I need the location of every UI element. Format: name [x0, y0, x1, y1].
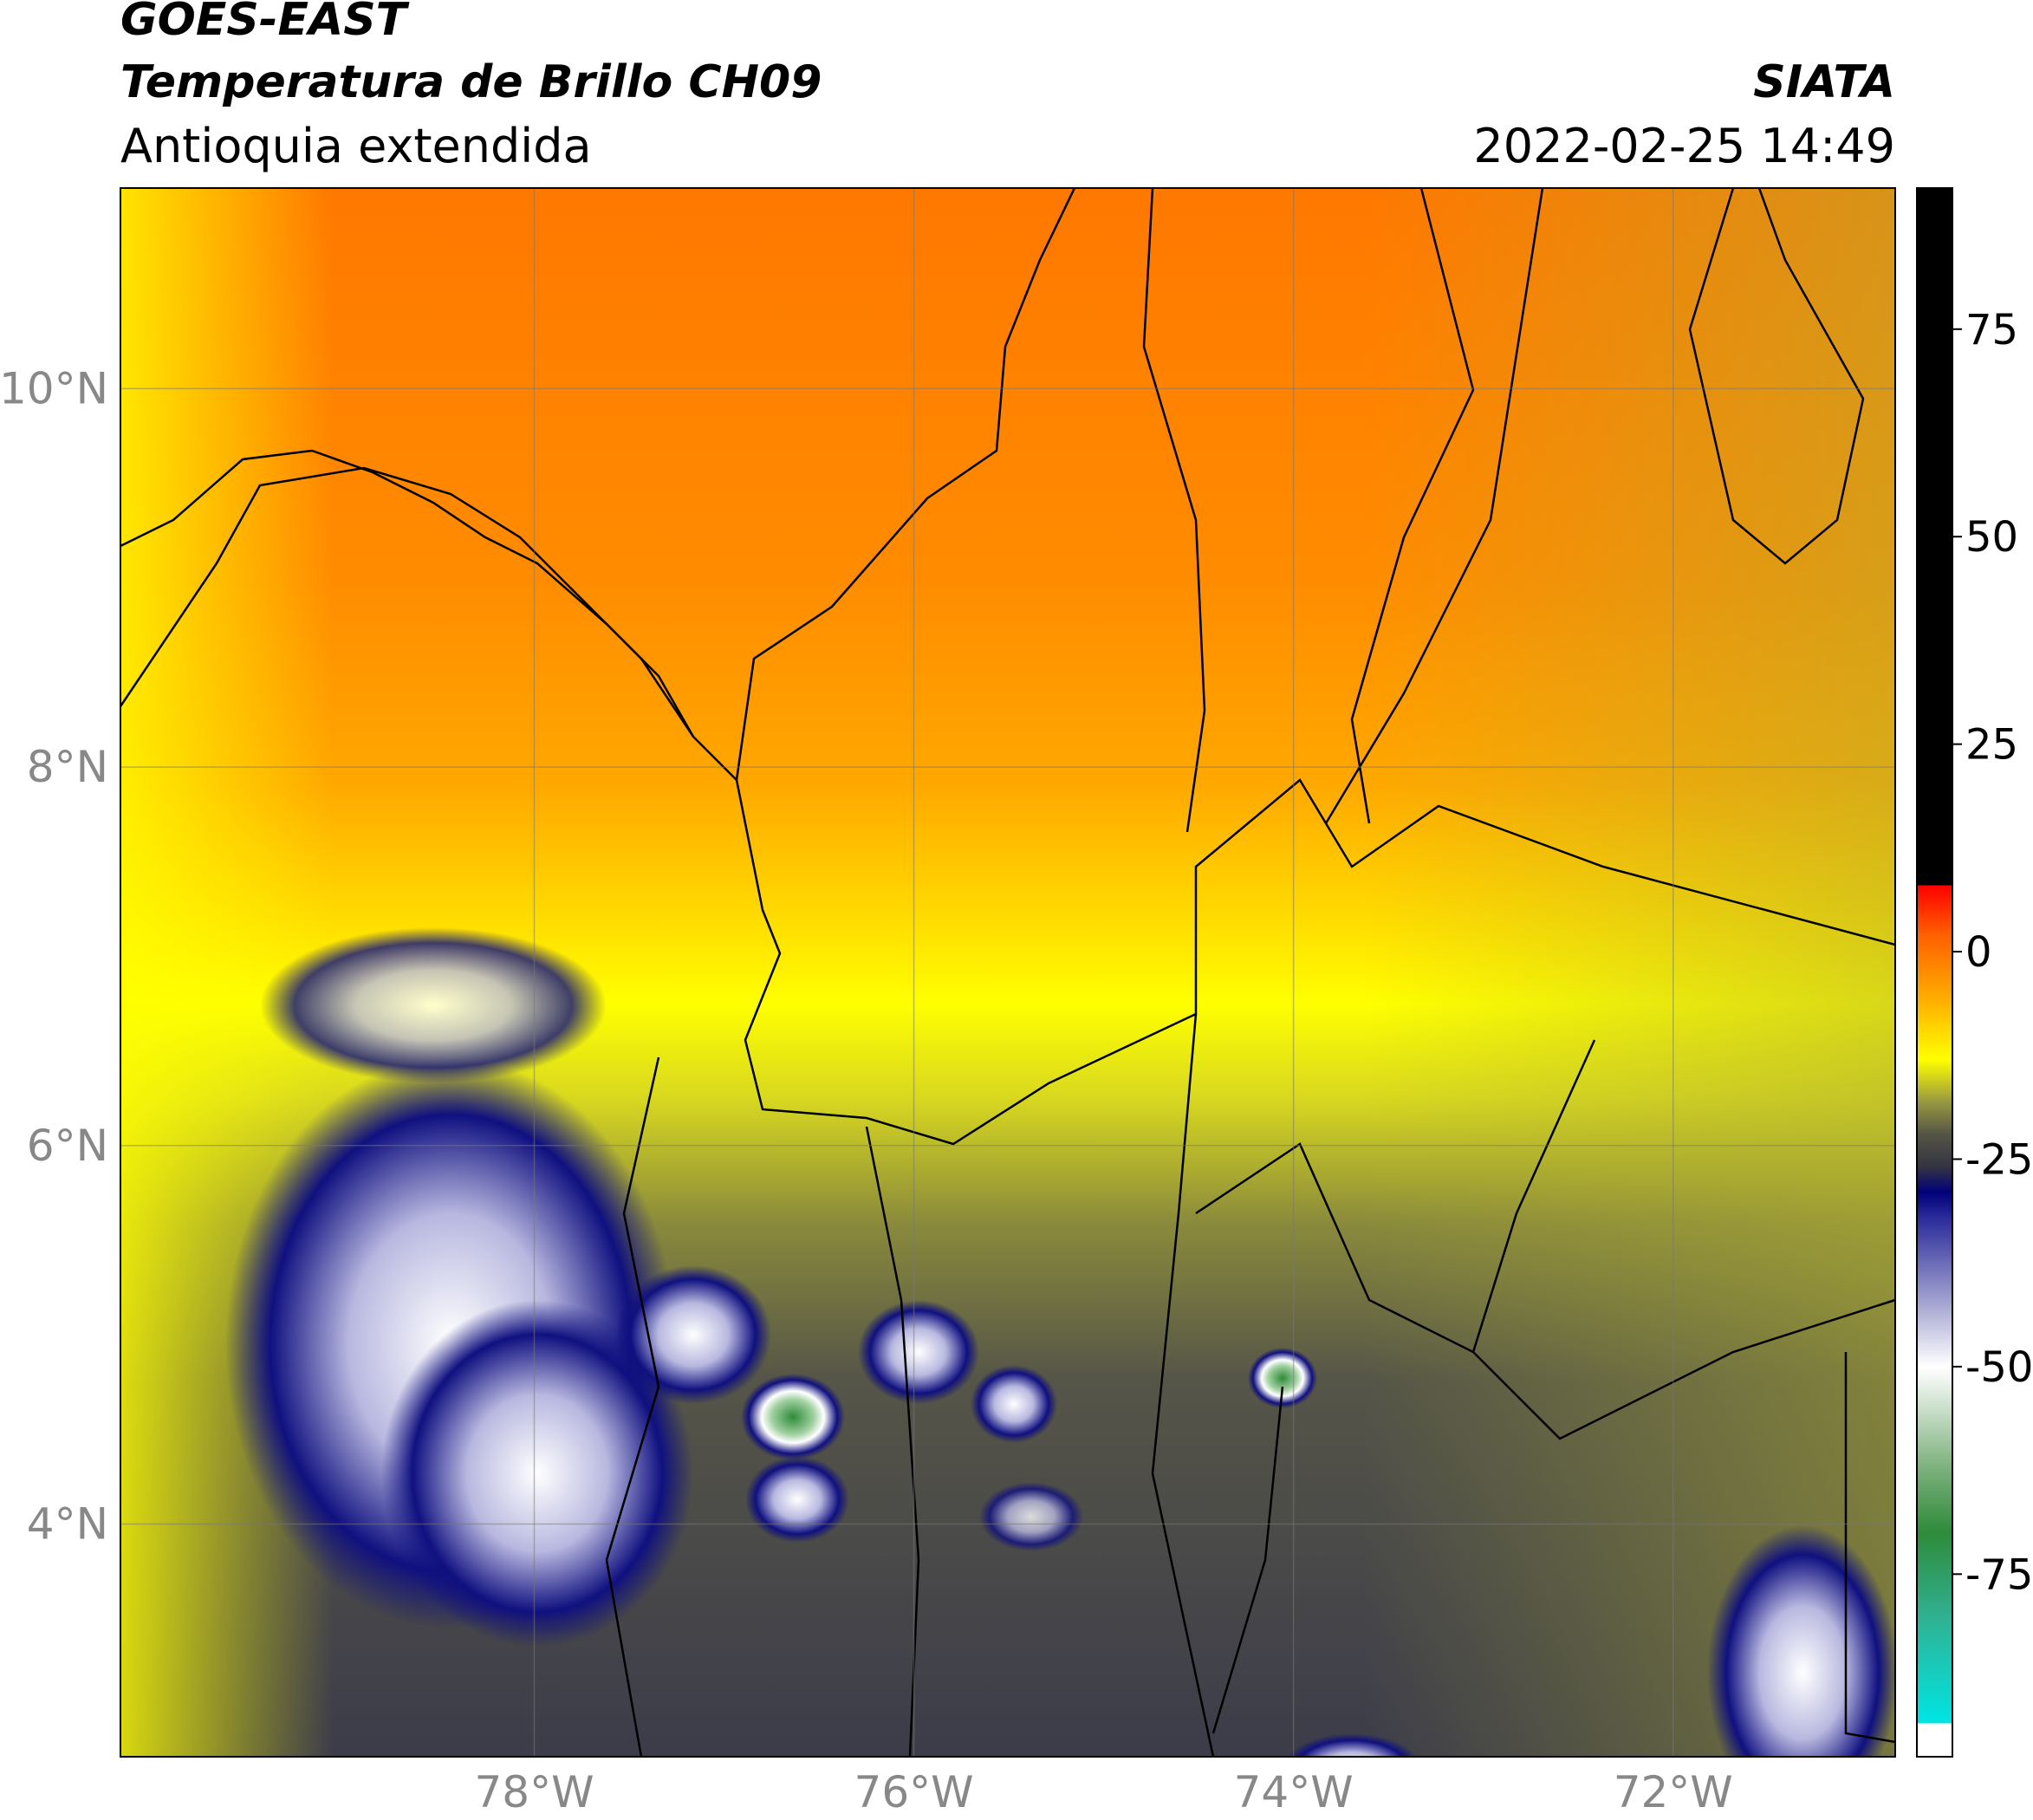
y-tick-label: 6°N: [27, 1121, 108, 1171]
x-tick-label: 78°W: [474, 1767, 594, 1817]
colorbar: [1916, 187, 1953, 1758]
y-tick-label: 4°N: [27, 1498, 108, 1549]
y-tick-label: 8°N: [27, 742, 108, 792]
subtitle: Antioquia extendida: [120, 119, 592, 173]
title-line2: Temperatura de Brillo CH09: [120, 56, 822, 108]
y-tick-label: 10°N: [0, 363, 108, 413]
colorbar-tick-label: -50: [1965, 1343, 2033, 1392]
x-tick-label: 72°W: [1614, 1767, 1733, 1817]
colorbar-tick-label: 25: [1965, 721, 2018, 770]
title-line1: GOES-EAST: [120, 0, 410, 46]
satellite-field: [120, 188, 1895, 1757]
colorbar-tick-label: -25: [1965, 1135, 2033, 1184]
colorbar-tick-label: 0: [1965, 928, 1992, 977]
colorbar-tick-label: -75: [1965, 1550, 2033, 1599]
x-tick-label: 76°W: [854, 1767, 974, 1817]
colorbar-tick-label: 75: [1965, 306, 2018, 354]
graticule: [120, 188, 1895, 1757]
datetime: 2022-02-25 14:49: [1473, 119, 1895, 173]
x-tick-label: 74°W: [1234, 1767, 1354, 1817]
map-frame: [120, 187, 1896, 1758]
source: SIATA: [1753, 56, 1895, 108]
colorbar-tick-label: 50: [1965, 513, 2018, 562]
